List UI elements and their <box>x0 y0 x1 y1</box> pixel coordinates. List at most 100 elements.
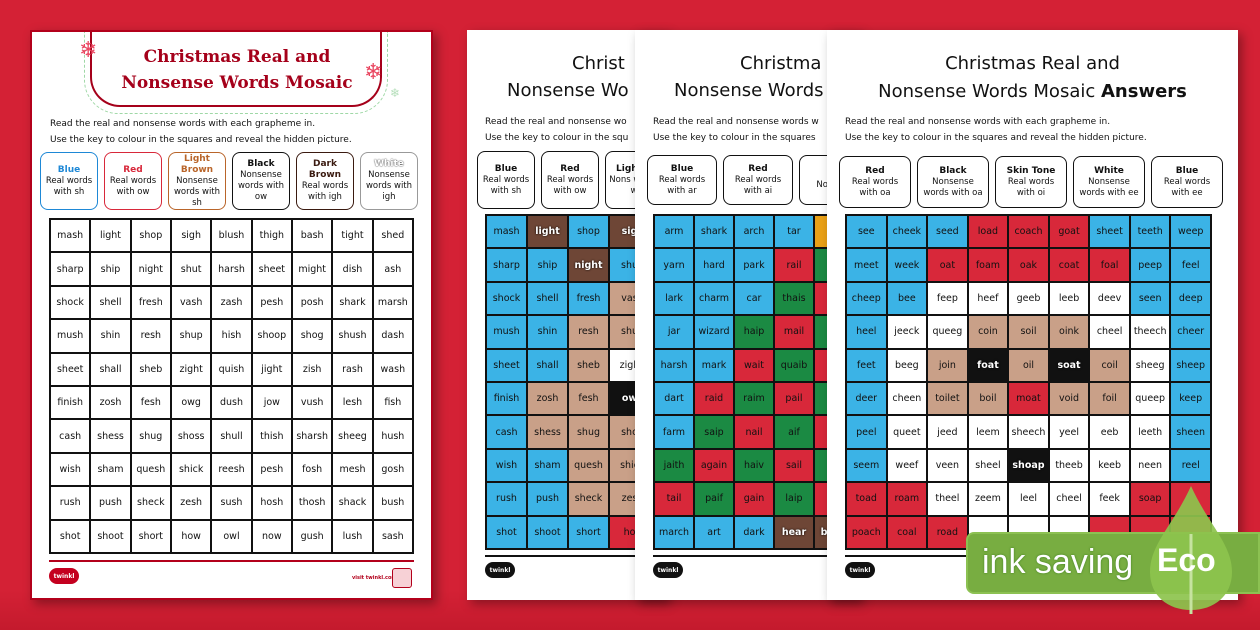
grid-cell[interactable]: soil <box>1008 315 1049 349</box>
grid-cell[interactable]: aif <box>774 415 814 449</box>
grid-cell[interactable]: zeem <box>967 482 1009 516</box>
grid-cell[interactable]: gain <box>734 482 774 516</box>
grid-cell[interactable]: coil <box>1089 348 1130 382</box>
grid-cell[interactable]: how <box>170 519 212 553</box>
grid-cell[interactable]: push <box>90 486 131 520</box>
grid-cell[interactable]: saip <box>694 415 734 449</box>
grid-cell[interactable]: veen <box>927 448 968 483</box>
grid-cell[interactable]: ship <box>90 252 131 286</box>
grid-cell[interactable]: foal <box>1089 248 1130 282</box>
grid-cell[interactable]: poach <box>846 515 887 549</box>
grid-cell[interactable]: cheen <box>886 382 928 416</box>
grid-cell[interactable]: sheep <box>1170 348 1211 382</box>
grid-cell[interactable]: zosh <box>527 382 568 416</box>
grid-cell[interactable]: shull <box>211 419 252 453</box>
grid-cell[interactable]: shug <box>130 419 171 453</box>
grid-cell[interactable]: paif <box>694 482 734 516</box>
grid-cell[interactable]: shall <box>527 348 568 382</box>
grid-cell[interactable]: shed <box>372 219 413 253</box>
grid-cell[interactable]: cash <box>486 415 527 449</box>
grid-cell[interactable]: cheel <box>1089 315 1130 349</box>
grid-cell[interactable]: foil <box>1089 382 1130 416</box>
grid-cell[interactable]: shush <box>332 319 373 353</box>
grid-cell[interactable]: wish <box>486 448 527 483</box>
grid-cell[interactable]: shoop <box>251 319 292 353</box>
grid-cell[interactable]: feek <box>1089 482 1130 516</box>
grid-cell[interactable]: sheck <box>568 482 609 516</box>
grid-cell[interactable]: sheet <box>486 348 527 382</box>
grid-cell[interactable]: oink <box>1048 315 1090 349</box>
grid-cell[interactable]: leel <box>1008 482 1049 516</box>
grid-cell[interactable]: feel <box>1170 248 1211 282</box>
grid-cell[interactable]: shark <box>694 215 734 249</box>
grid-cell[interactable]: shog <box>291 319 333 353</box>
grid-cell[interactable]: load <box>967 215 1009 249</box>
grid-cell[interactable]: jow <box>251 386 292 420</box>
grid-cell[interactable]: rail <box>774 248 814 282</box>
grid-cell[interactable]: deev <box>1089 281 1130 316</box>
grid-cell[interactable]: zight <box>170 352 212 386</box>
grid-cell[interactable]: yarn <box>654 248 694 282</box>
grid-cell[interactable]: peel <box>846 415 887 449</box>
grid-cell[interactable]: shut <box>170 252 212 286</box>
grid-cell[interactable]: shall <box>90 352 131 386</box>
grid-cell[interactable]: harsh <box>211 252 252 286</box>
grid-cell[interactable]: push <box>527 482 568 516</box>
grid-cell[interactable]: tail <box>654 482 694 516</box>
grid-cell[interactable]: pail <box>774 382 814 416</box>
grid-cell[interactable]: resh <box>568 315 609 349</box>
grid-cell[interactable]: quaib <box>774 348 814 382</box>
grid-cell[interactable]: march <box>654 515 694 549</box>
grid-cell[interactable]: finish <box>486 382 527 416</box>
grid-cell[interactable]: sheb <box>568 348 609 382</box>
grid-cell[interactable]: mush <box>486 315 527 349</box>
grid-cell[interactable]: shell <box>527 281 568 316</box>
grid-cell[interactable]: coal <box>886 515 928 549</box>
grid-cell[interactable]: arch <box>734 215 774 249</box>
grid-cell[interactable]: sharp <box>486 248 527 282</box>
grid-cell[interactable]: sheeg <box>1129 348 1171 382</box>
grid-cell[interactable]: haip <box>734 315 774 349</box>
grid-cell[interactable]: dush <box>211 386 252 420</box>
grid-cell[interactable]: raid <box>694 382 734 416</box>
grid-cell[interactable]: wish <box>50 452 91 487</box>
grid-cell[interactable]: raim <box>734 382 774 416</box>
grid-cell[interactable]: hear <box>774 515 814 549</box>
grid-cell[interactable]: sham <box>527 448 568 483</box>
grid-cell[interactable]: night <box>130 252 171 286</box>
grid-cell[interactable]: lark <box>654 281 694 316</box>
grid-cell[interactable]: sush <box>211 486 252 520</box>
grid-cell[interactable]: beeg <box>886 348 928 382</box>
grid-cell[interactable]: teeth <box>1129 215 1171 249</box>
grid-cell[interactable]: eeb <box>1089 415 1130 449</box>
grid-cell[interactable]: shot <box>486 515 527 549</box>
grid-cell[interactable]: rush <box>50 486 91 520</box>
grid-cell[interactable]: light <box>90 219 131 253</box>
grid-cell[interactable]: thish <box>251 419 292 453</box>
grid-cell[interactable]: vush <box>291 386 333 420</box>
grid-cell[interactable]: lush <box>332 519 373 553</box>
grid-cell[interactable]: gosh <box>372 452 413 487</box>
grid-cell[interactable]: shop <box>130 219 171 253</box>
grid-cell[interactable]: laip <box>774 482 814 516</box>
grid-cell[interactable]: zish <box>291 352 333 386</box>
grid-cell[interactable]: jaith <box>654 448 694 483</box>
grid-cell[interactable]: sheet <box>251 252 292 286</box>
grid-cell[interactable]: mail <box>774 315 814 349</box>
grid-cell[interactable]: keep <box>1170 382 1211 416</box>
grid-cell[interactable]: fesh <box>568 382 609 416</box>
grid-cell[interactable]: wash <box>372 352 413 386</box>
grid-cell[interactable]: seem <box>846 448 887 483</box>
grid-cell[interactable]: zosh <box>90 386 131 420</box>
grid-cell[interactable]: fresh <box>568 281 609 316</box>
grid-cell[interactable]: queeg <box>927 315 968 349</box>
grid-cell[interactable]: harsh <box>654 348 694 382</box>
grid-cell[interactable]: sash <box>372 519 413 553</box>
grid-cell[interactable]: feep <box>927 281 968 316</box>
grid-cell[interactable]: shoot <box>527 515 568 549</box>
grid-cell[interactable]: theech <box>1129 315 1171 349</box>
grid-cell[interactable]: night <box>568 248 609 282</box>
grid-cell[interactable]: road <box>927 515 968 549</box>
grid-cell[interactable]: shoap <box>1008 448 1049 483</box>
grid-cell[interactable]: sigh <box>170 219 212 253</box>
